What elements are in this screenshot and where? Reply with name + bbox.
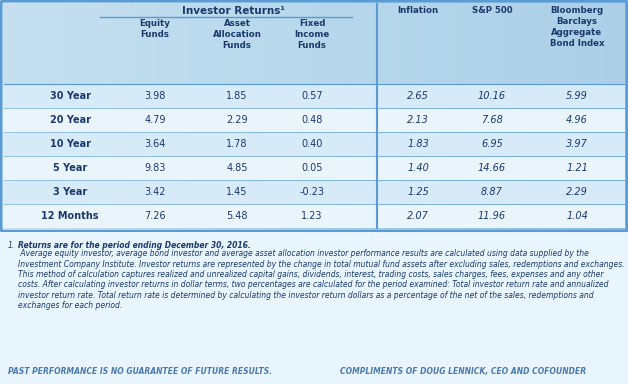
Text: 2.65: 2.65 [407, 91, 429, 101]
Text: PAST PERFORMANCE IS NO GUARANTEE OF FUTURE RESULTS.: PAST PERFORMANCE IS NO GUARANTEE OF FUTU… [8, 367, 272, 376]
Text: 3.42: 3.42 [144, 187, 166, 197]
Text: 30 Year: 30 Year [50, 91, 90, 101]
Text: 8.87: 8.87 [481, 187, 503, 197]
Text: 4.96: 4.96 [566, 115, 588, 125]
Text: 2.29: 2.29 [566, 187, 588, 197]
Text: 10 Year: 10 Year [50, 139, 90, 149]
Text: 1.45: 1.45 [226, 187, 248, 197]
Text: 9.83: 9.83 [144, 163, 166, 173]
Text: Equity
Funds: Equity Funds [139, 19, 170, 39]
Text: Inflation: Inflation [398, 6, 438, 15]
Text: 4.85: 4.85 [226, 163, 248, 173]
Text: COMPLIMENTS OF DOUG LENNICK, CEO AND COFOUNDER: COMPLIMENTS OF DOUG LENNICK, CEO AND COF… [340, 367, 586, 376]
Text: 10.16: 10.16 [478, 91, 506, 101]
Text: 0.48: 0.48 [301, 115, 323, 125]
Bar [3, 84, 625, 108]
Text: 5.99: 5.99 [566, 91, 588, 101]
Text: 0.40: 0.40 [301, 139, 323, 149]
Text: 0.57: 0.57 [301, 91, 323, 101]
Text: Asset
Allocation
Funds: Asset Allocation Funds [212, 19, 261, 50]
Text: 1.04: 1.04 [566, 211, 588, 221]
Text: 3.97: 3.97 [566, 139, 588, 149]
Text: 1.21: 1.21 [566, 163, 588, 173]
Text: 12 Months: 12 Months [41, 211, 99, 221]
Text: 5.48: 5.48 [226, 211, 248, 221]
Text: 1.25: 1.25 [407, 187, 429, 197]
Text: 2.13: 2.13 [407, 115, 429, 125]
Text: 1.23: 1.23 [301, 211, 323, 221]
Text: 6.95: 6.95 [481, 139, 503, 149]
Text: 1.: 1. [8, 241, 15, 250]
Text: 5 Year: 5 Year [53, 163, 87, 173]
Bar [3, 109, 625, 132]
Bar [3, 205, 625, 228]
Bar [3, 157, 625, 180]
Text: 3 Year: 3 Year [53, 187, 87, 197]
Text: 11.96: 11.96 [478, 211, 506, 221]
Text: S&P 500: S&P 500 [472, 6, 512, 15]
Text: 1.40: 1.40 [407, 163, 429, 173]
Text: 4.79: 4.79 [144, 115, 166, 125]
Text: 14.66: 14.66 [478, 163, 506, 173]
Text: 2.29: 2.29 [226, 115, 248, 125]
Text: Fixed
Income
Funds: Fixed Income Funds [295, 19, 330, 50]
Text: 7.26: 7.26 [144, 211, 166, 221]
Text: 1.78: 1.78 [226, 139, 248, 149]
Text: 3.64: 3.64 [144, 139, 166, 149]
Text: 3.98: 3.98 [144, 91, 166, 101]
Bar [3, 133, 625, 156]
Text: 7.68: 7.68 [481, 115, 503, 125]
Text: 2.07: 2.07 [407, 211, 429, 221]
Bar [3, 181, 625, 204]
Text: 1.85: 1.85 [226, 91, 248, 101]
Text: Bloomberg
Barclays
Aggregate
Bond Index: Bloomberg Barclays Aggregate Bond Index [550, 6, 604, 48]
Text: 20 Year: 20 Year [50, 115, 90, 125]
Text: Investor Returns¹: Investor Returns¹ [182, 6, 285, 16]
Text: -0.23: -0.23 [300, 187, 325, 197]
Text: 1.83: 1.83 [407, 139, 429, 149]
Text: Average equity investor, average bond investor and average asset allocation inve: Average equity investor, average bond in… [18, 249, 625, 310]
Bar [3, 3, 625, 84]
Text: Returns are for the period ending December 30, 2016.: Returns are for the period ending Decemb… [18, 241, 251, 250]
Text: 0.05: 0.05 [301, 163, 323, 173]
